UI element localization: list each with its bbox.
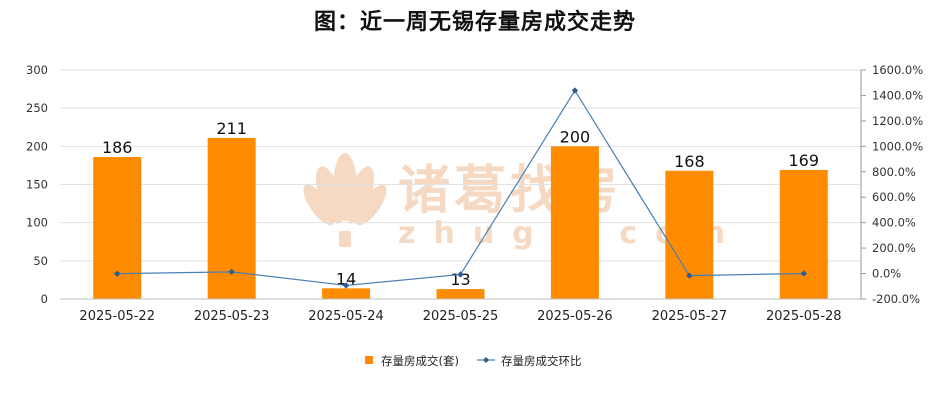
left-axis-tick-label: 300	[26, 63, 48, 77]
line-point	[800, 270, 807, 277]
x-axis-tick-label: 2025-05-25	[423, 309, 499, 324]
bar-data-label: 200	[560, 127, 591, 146]
legend-line-marker-icon	[483, 357, 489, 363]
legend-bar-label: 存量房成交(套)	[381, 354, 459, 368]
line-point	[114, 270, 121, 277]
chart-title: 图：近一周无锡存量房成交走势	[313, 10, 636, 35]
left-axis-tick-label: 0	[41, 292, 48, 306]
left-axis-tick-label: 250	[26, 101, 48, 115]
x-axis-tick-label: 2025-05-28	[766, 309, 842, 324]
line-point	[686, 272, 693, 279]
bar-data-label: 14	[336, 269, 356, 288]
line-point	[457, 271, 464, 278]
right-axis-tick-label: 800.0%	[872, 165, 916, 179]
x-axis-tick-label: 2025-05-26	[537, 309, 613, 324]
left-axis: 0 50 100 150 200 250 300	[26, 63, 48, 306]
legend-bar-swatch-icon	[365, 356, 373, 364]
left-axis-tick-label: 200	[26, 139, 48, 153]
right-axis-tick-label: 0.0%	[872, 267, 901, 281]
line-point	[228, 268, 235, 276]
bar	[779, 169, 828, 299]
x-axis-tick-label: 2025-05-27	[652, 309, 728, 324]
bar	[550, 146, 599, 299]
left-axis-tick-label: 100	[26, 216, 48, 230]
right-axis: -200.0% 0.0% 200.0% 400.0% 600.0% 800.0% 1000.…	[860, 63, 923, 306]
bar-data-label: 168	[674, 152, 705, 171]
bar-data-label: 169	[789, 151, 820, 170]
right-axis-tick-label: 600.0%	[872, 190, 916, 204]
left-axis-tick-label: 50	[33, 254, 48, 268]
right-axis-tick-label: 200.0%	[872, 241, 916, 255]
bar	[436, 289, 485, 299]
x-axis-tick-label: 2025-05-24	[308, 309, 384, 324]
x-axis-tick-label: 2025-05-23	[194, 309, 270, 324]
legend-line-label: 存量房成交环比	[501, 354, 582, 368]
right-axis-tick-label: 1600.0%	[872, 63, 923, 77]
right-axis-tick-label: 1200.0%	[872, 114, 923, 128]
x-axis: 2025-05-22 2025-05-23 2025-05-24 2025-05-25…	[60, 298, 861, 324]
line-series	[114, 87, 807, 289]
bar-data-label: 186	[102, 138, 133, 157]
bar	[322, 288, 371, 299]
right-axis-tick-label: 1400.0%	[872, 88, 923, 102]
bar-data-label: 211	[216, 119, 247, 138]
line-point	[342, 282, 350, 289]
watermark-logo-icon	[303, 153, 387, 247]
right-axis-tick-label: 1000.0%	[872, 139, 923, 153]
left-axis-tick-label: 150	[26, 178, 48, 192]
legend: 存量房成交(套) 存量房成交环比	[365, 354, 582, 368]
line-point	[571, 87, 579, 94]
grid-lines	[60, 69, 861, 300]
x-axis-tick-label: 2025-05-22	[79, 309, 155, 324]
bar	[665, 170, 714, 299]
right-axis-tick-label: -200.0%	[872, 292, 920, 306]
right-axis-tick-label: 400.0%	[872, 216, 916, 230]
bar	[93, 157, 142, 299]
